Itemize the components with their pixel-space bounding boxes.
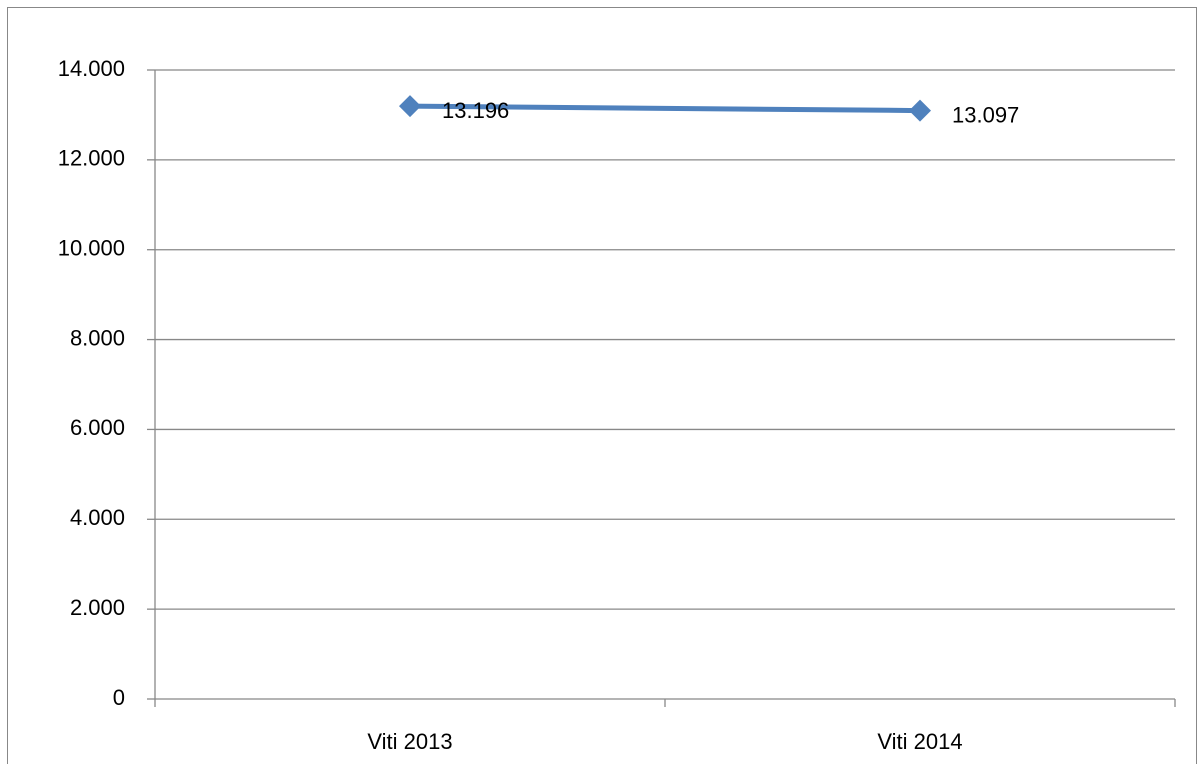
chart-border [7, 7, 1197, 764]
data-label: 13.097 [952, 102, 1019, 127]
y-tick-label: 4.000 [70, 505, 125, 530]
y-tick-label: 0 [113, 685, 125, 710]
y-tick-label: 2.000 [70, 595, 125, 620]
y-tick-label: 8.000 [70, 325, 125, 350]
x-tick-label: Viti 2014 [877, 729, 962, 754]
line [409, 103, 921, 114]
y-tick-label: 6.000 [70, 415, 125, 440]
y-tick-label: 14.000 [58, 56, 125, 81]
marker [909, 99, 931, 122]
x-tick-label: Viti 2013 [367, 729, 452, 754]
data-label: 13.196 [442, 98, 509, 123]
y-tick-label: 12.000 [58, 146, 125, 171]
y-tick-label: 10.000 [58, 236, 125, 261]
marker [399, 95, 421, 118]
